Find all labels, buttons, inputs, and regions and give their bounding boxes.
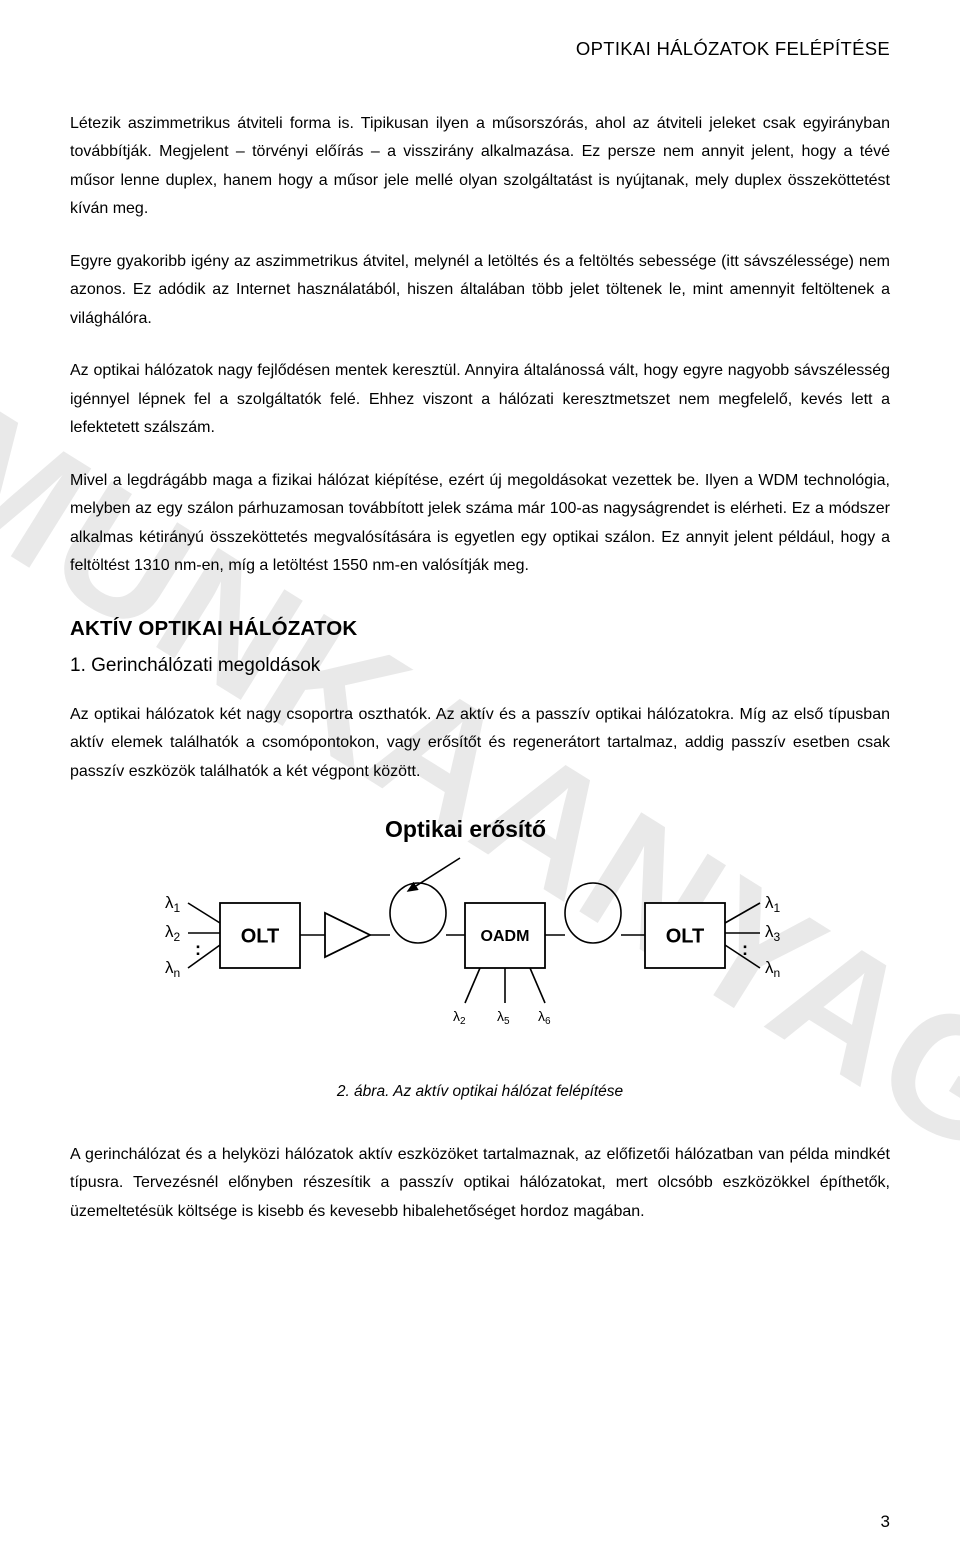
heading-backbone: 1. Gerinchálózati megoldások (70, 655, 890, 677)
paragraph-5: Az optikai hálózatok két nagy csoportra … (70, 701, 890, 786)
svg-text:λn: λn (165, 958, 180, 980)
paragraph-4: Mivel a legdrágább maga a fizikai hálóza… (70, 467, 890, 581)
paragraph-1: Létezik aszimmetrikus átviteli forma is.… (70, 110, 890, 224)
svg-text:λ2: λ2 (453, 1008, 466, 1027)
page-number: 3 (881, 1512, 890, 1532)
fiber-loop-1 (390, 883, 446, 943)
svg-text:λ5: λ5 (497, 1008, 510, 1027)
svg-text:OLT: OLT (241, 925, 280, 947)
svg-text:λn: λn (765, 958, 780, 980)
figure-active-network: Optikai erősítő λ1 λ2 : λn OLT (160, 816, 800, 1073)
lambdas-left: λ1 λ2 : λn (165, 893, 220, 980)
lambdas-bottom: λ2 λ5 λ6 (453, 968, 551, 1027)
paragraph-2: Egyre gyakoribb igény az aszimmetrikus á… (70, 248, 890, 333)
figure-title: Optikai erősítő (385, 816, 800, 843)
lambdas-right: λ1 λ3 : λn (725, 893, 781, 980)
svg-text::: : (195, 939, 201, 959)
fiber-loop-2 (565, 883, 621, 943)
svg-text:λ3: λ3 (765, 922, 781, 944)
svg-text:λ2: λ2 (165, 922, 181, 944)
heading-active-networks: AKTÍV OPTIKAI HÁLÓZATOK (70, 617, 890, 641)
svg-text:λ1: λ1 (165, 893, 181, 915)
svg-text:OLT: OLT (666, 925, 705, 947)
figure-caption: 2. ábra. Az aktív optikai hálózat felépí… (70, 1083, 890, 1101)
page-header: OPTIKAI HÁLÓZATOK FELÉPÍTÉSE (70, 38, 890, 60)
network-diagram: λ1 λ2 : λn OLT (160, 853, 800, 1073)
paragraph-6: A gerinchálózat és a helyközi hálózatok … (70, 1141, 890, 1226)
node-amplifier (325, 913, 370, 957)
paragraph-3: Az optikai hálózatok nagy fejlődésen men… (70, 357, 890, 442)
svg-text:OADM: OADM (481, 928, 530, 945)
svg-text:λ6: λ6 (538, 1008, 551, 1027)
svg-text:λ1: λ1 (765, 893, 781, 915)
